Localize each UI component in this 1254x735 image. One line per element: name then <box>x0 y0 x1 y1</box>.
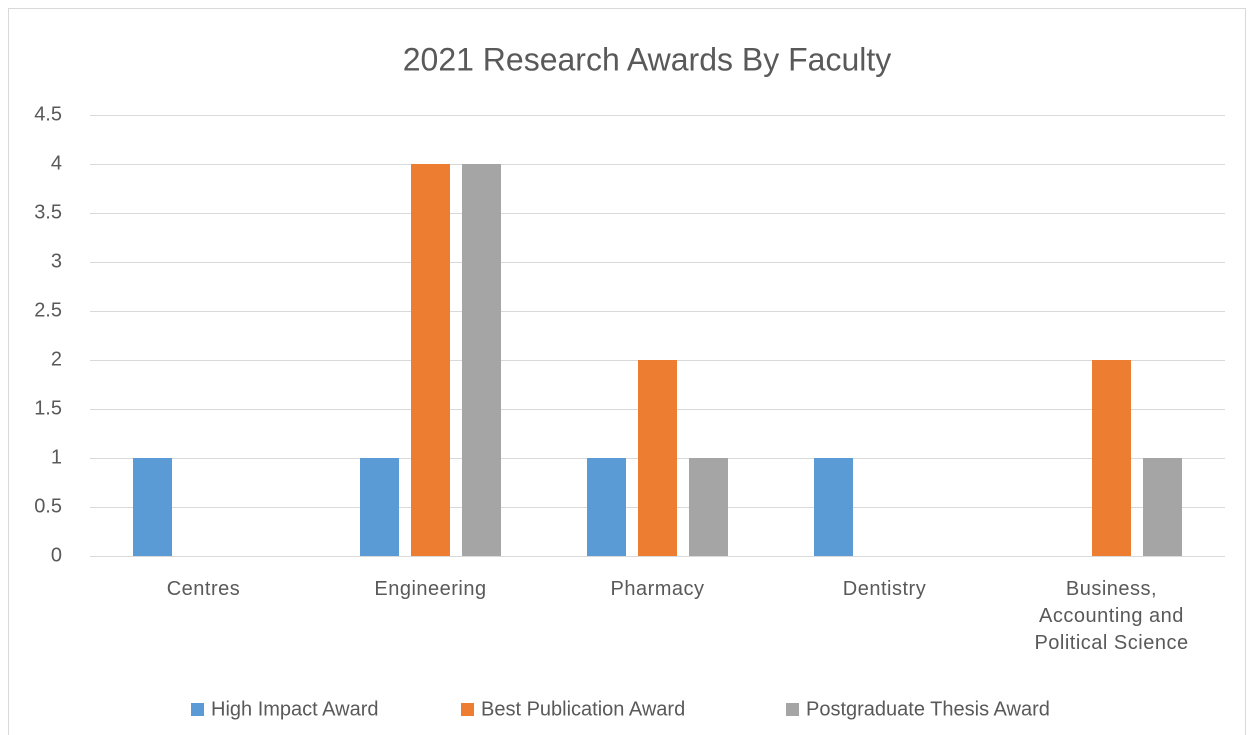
y-tick-label: 3 <box>51 250 62 272</box>
y-tick-label: 2.5 <box>34 299 62 321</box>
legend-label: Postgraduate Thesis Award <box>806 698 1050 720</box>
legend-swatch <box>786 703 799 716</box>
legend-label: High Impact Award <box>211 698 379 720</box>
x-tick-label: Engineering <box>331 576 531 603</box>
y-tick-label: 1 <box>51 446 62 468</box>
y-tick-label: 1.5 <box>34 397 62 419</box>
y-tick-label: 0 <box>51 544 62 566</box>
bar <box>360 458 399 556</box>
bar <box>1092 360 1131 556</box>
x-tick-label: Dentistry <box>785 576 985 603</box>
y-tick-label: 4 <box>51 152 62 174</box>
y-tick-label: 2 <box>51 348 62 370</box>
bar <box>411 164 450 556</box>
chart-container: 2021 Research Awards By Faculty 0 0.5 1 1.5… <box>0 0 1254 735</box>
y-tick-label: 3.5 <box>34 201 62 223</box>
x-tick-label: Centres <box>104 576 304 603</box>
chart-title: 2021 Research Awards By Faculty <box>403 41 892 77</box>
y-tick-label: 4.5 <box>34 103 62 125</box>
legend-label: Best Publication Award <box>481 698 685 720</box>
x-tick-label: Business, Accounting and Political Scien… <box>1012 576 1212 657</box>
legend-swatch <box>461 703 474 716</box>
bar <box>587 458 626 556</box>
bar <box>814 458 853 556</box>
y-tick-label: 0.5 <box>34 495 62 517</box>
bar <box>689 458 728 556</box>
bar <box>133 458 172 556</box>
bar <box>462 164 501 556</box>
legend-swatch <box>191 703 204 716</box>
x-tick-label: Pharmacy <box>558 576 758 603</box>
bar <box>638 360 677 556</box>
bar <box>1143 458 1182 556</box>
